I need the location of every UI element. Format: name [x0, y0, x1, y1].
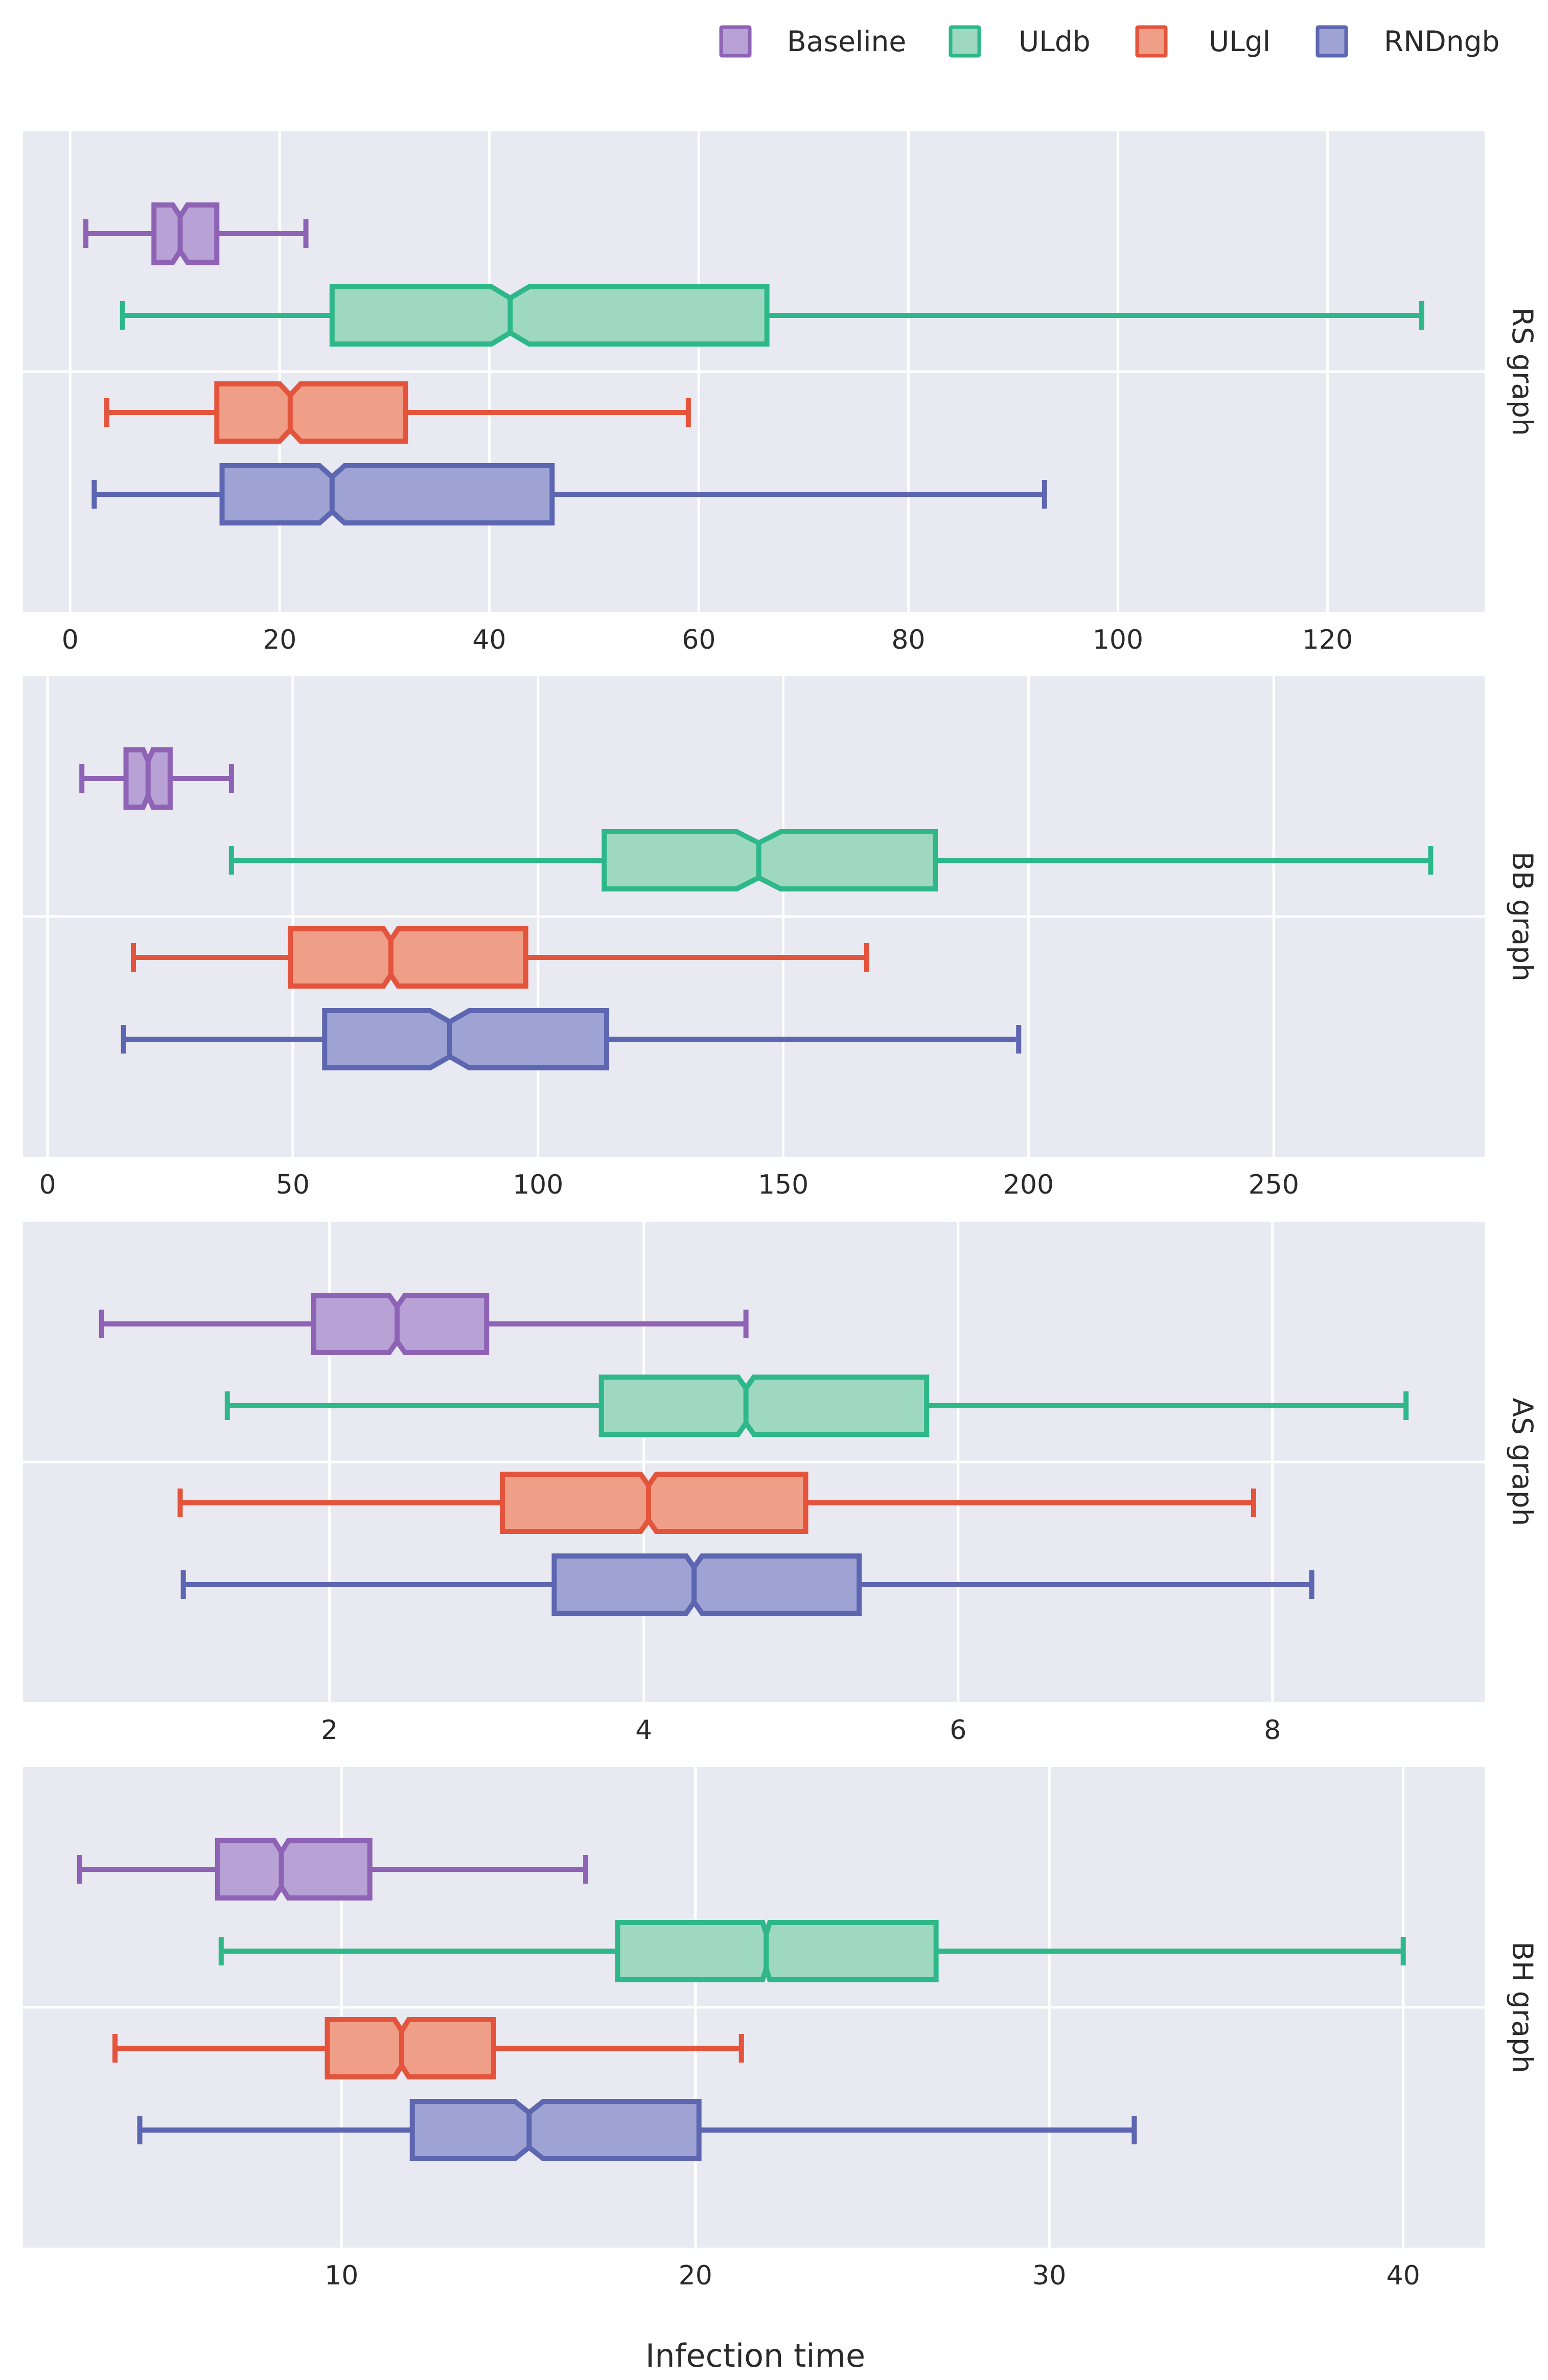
- x-tick-label: 250: [1249, 1170, 1299, 1200]
- box-body: [322, 1008, 610, 1070]
- box-baseline[interactable]: [83, 202, 309, 265]
- box-baseline[interactable]: [99, 1293, 749, 1355]
- facet-label-rs-graph: RS graph: [1506, 307, 1539, 436]
- x-tick-label: 6: [950, 1715, 966, 1746]
- box-body: [288, 926, 528, 989]
- panel-bb-graph: 0 50 100 150 200 250 BB graph: [23, 676, 1539, 1200]
- box-uldb[interactable]: [218, 1920, 1406, 1982]
- panel-as-graph: 2 4 6 8 AS graph: [23, 1222, 1539, 1746]
- legend-label-baseline: Baseline: [787, 25, 906, 58]
- box-uldb[interactable]: [228, 829, 1434, 891]
- box-body: [598, 1375, 930, 1437]
- facet-label-bh-graph: BH graph: [1506, 1941, 1539, 2073]
- box-rndngb[interactable]: [137, 2099, 1137, 2161]
- x-tick-label: 4: [635, 1715, 652, 1746]
- x-tick-label: 8: [1264, 1715, 1281, 1746]
- box-rndngb[interactable]: [180, 1553, 1314, 1616]
- x-tick-label: 20: [263, 625, 296, 655]
- x-tick-label: 20: [679, 2260, 712, 2291]
- box-body: [329, 284, 770, 347]
- legend-label-uldb: ULdb: [1019, 25, 1091, 58]
- x-tick-label: 50: [276, 1170, 310, 1200]
- x-tick-label: 200: [1003, 1170, 1054, 1200]
- legend-swatch-ulgl: [1135, 25, 1168, 58]
- legend-swatch-rndngb: [1315, 25, 1348, 58]
- legend-label-ulgl: ULgl: [1209, 25, 1270, 58]
- box-body: [151, 202, 220, 265]
- box-body: [311, 1293, 490, 1355]
- panel-bh-graph: 10 20 30 40 BH graph: [23, 1767, 1539, 2291]
- box-ulgl[interactable]: [130, 926, 869, 989]
- x-tick-label: 10: [325, 2260, 358, 2291]
- panels: 0 20 40 60 80 100 120 RS graph 0 50 100 150 200 250 BB…: [23, 131, 1539, 2291]
- legend-item-ulgl[interactable]: ULgl: [1135, 25, 1270, 58]
- legend-item-rndngb[interactable]: RNDngb: [1315, 25, 1499, 58]
- facet-label-bb-graph: BB graph: [1506, 852, 1539, 981]
- x-tick-label: 30: [1032, 2260, 1066, 2291]
- legend-label-rndngb: RNDngb: [1384, 25, 1499, 58]
- x-tick-label: 60: [682, 625, 715, 655]
- box-ulgl[interactable]: [104, 381, 691, 444]
- box-body: [499, 1472, 808, 1534]
- x-tick-label: 2: [321, 1715, 338, 1746]
- x-axis-title: Infection time: [645, 2337, 865, 2374]
- x-tick-label: 40: [1387, 2260, 1420, 2291]
- facet-label-as-graph: AS graph: [1506, 1398, 1539, 1526]
- box-body: [615, 1920, 939, 1982]
- box-baseline[interactable]: [79, 747, 234, 810]
- x-tick-label: 40: [472, 625, 506, 655]
- box-body: [602, 829, 938, 891]
- box-uldb[interactable]: [120, 284, 1424, 347]
- box-rndngb[interactable]: [121, 1008, 1022, 1070]
- box-body: [409, 2099, 702, 2161]
- box-rndngb[interactable]: [91, 463, 1047, 525]
- x-tick-label: 0: [62, 625, 79, 655]
- box-body: [214, 381, 408, 444]
- box-baseline[interactable]: [77, 1838, 589, 1901]
- box-ulgl[interactable]: [112, 2017, 744, 2079]
- x-tick-label: 150: [758, 1170, 808, 1200]
- x-tick-label: 120: [1302, 625, 1353, 655]
- x-tick-label: 80: [891, 625, 925, 655]
- box-body: [551, 1553, 862, 1616]
- legend: Baseline ULdb ULgl RNDngb: [719, 25, 1499, 58]
- box-body: [219, 463, 555, 525]
- legend-swatch-baseline: [719, 25, 752, 58]
- legend-item-uldb[interactable]: ULdb: [949, 25, 1091, 58]
- x-tick-label: 100: [513, 1170, 563, 1200]
- box-uldb[interactable]: [224, 1375, 1409, 1437]
- box-body: [215, 1838, 373, 1901]
- panel-rs-graph: 0 20 40 60 80 100 120 RS graph: [23, 131, 1539, 655]
- box-ulgl[interactable]: [177, 1472, 1256, 1534]
- x-tick-label: 100: [1093, 625, 1143, 655]
- x-tick-label: 0: [39, 1170, 56, 1200]
- legend-swatch-uldb: [949, 25, 981, 58]
- legend-item-baseline[interactable]: Baseline: [719, 25, 906, 58]
- box-body: [325, 2017, 497, 2079]
